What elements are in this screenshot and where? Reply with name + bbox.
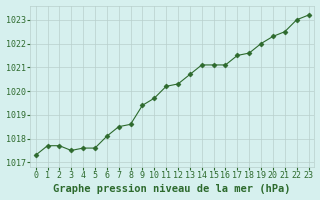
X-axis label: Graphe pression niveau de la mer (hPa): Graphe pression niveau de la mer (hPa): [53, 184, 291, 194]
